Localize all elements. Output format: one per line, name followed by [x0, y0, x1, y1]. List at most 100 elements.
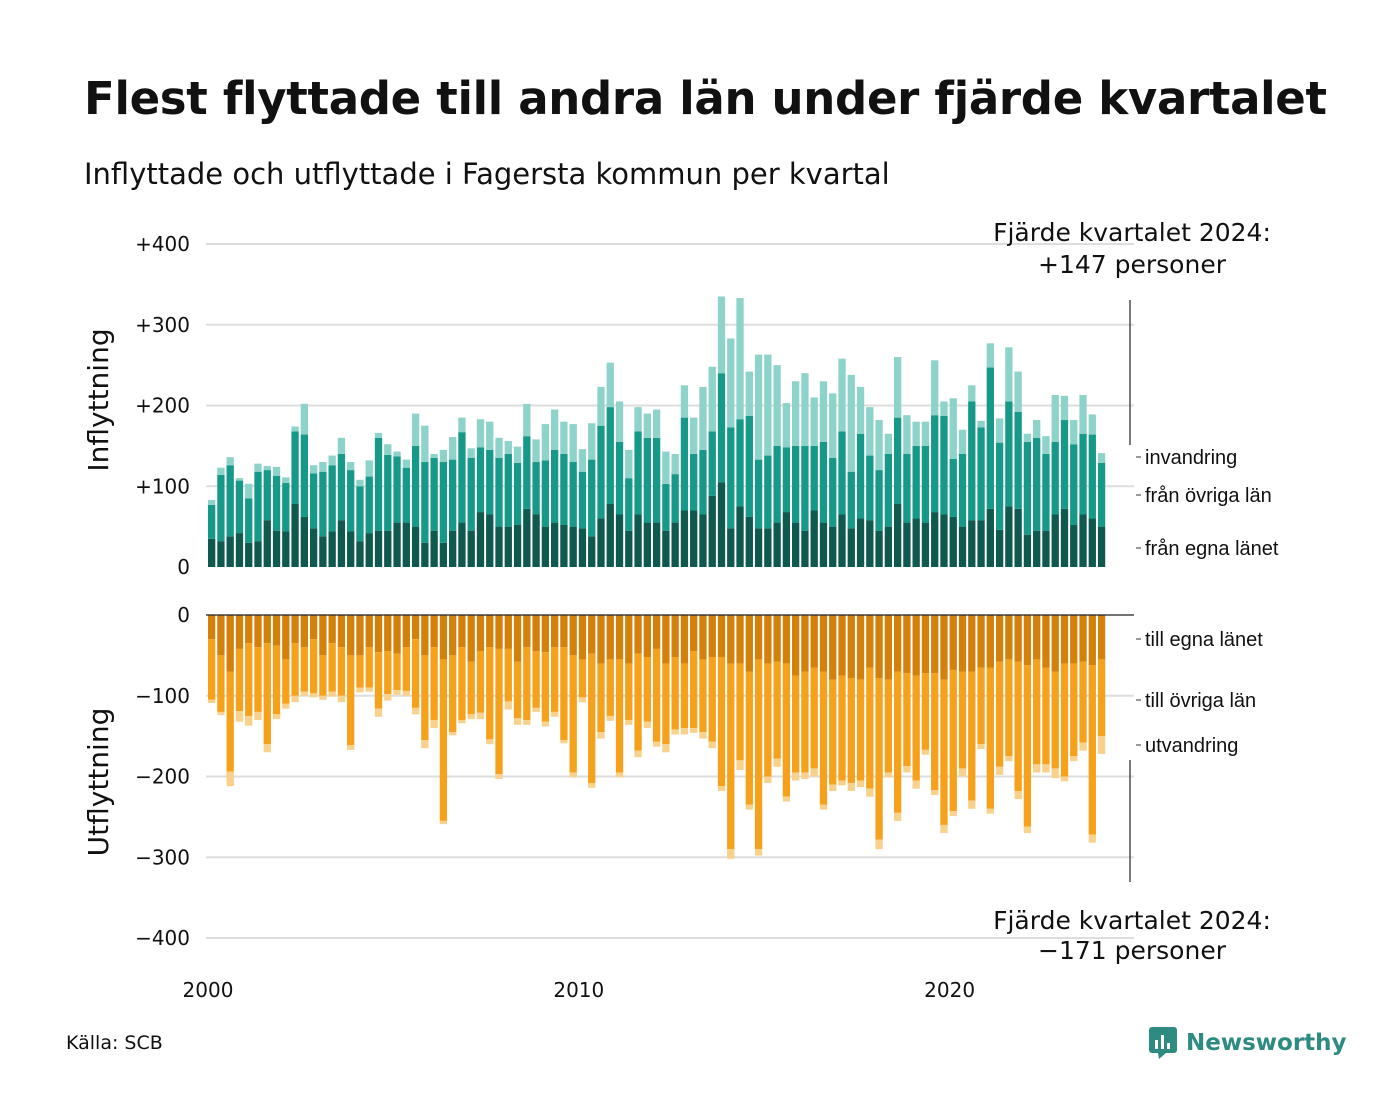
outflow-y-ticks: 0 −100 −200 −300 −400	[135, 603, 190, 950]
bar-out-till-egna-lanet	[1023, 615, 1032, 666]
bar-in-fran-ovriga-lan	[643, 437, 651, 523]
bar-out-utvandring	[532, 707, 540, 712]
bar-out-utvandring	[272, 714, 281, 720]
bar-out-till-ovriga-lan	[782, 663, 791, 797]
bar-out-till-ovriga-lan	[810, 667, 818, 769]
bar-in-fran-ovriga-lan	[356, 486, 364, 542]
bar-in-invandring	[309, 465, 318, 474]
bar-out-utvandring	[569, 772, 577, 778]
bar-out-till-egna-lanet	[736, 615, 744, 664]
bar-in-fran-egna-lanet	[263, 520, 271, 567]
bar-out-till-ovriga-lan	[476, 651, 485, 713]
bar-out-till-egna-lanet	[921, 615, 930, 674]
bar-out-utvandring	[291, 695, 299, 703]
bar-in-fran-ovriga-lan	[736, 419, 744, 507]
bar-in-fran-egna-lanet	[504, 526, 512, 567]
bar-in-fran-egna-lanet	[727, 528, 735, 567]
bar-in-fran-ovriga-lan	[217, 474, 225, 542]
bar-out-till-egna-lanet	[819, 615, 828, 672]
bar-out-till-egna-lanet	[958, 615, 967, 672]
bar-in-invandring	[235, 478, 244, 481]
bar-out-till-egna-lanet	[680, 615, 689, 664]
bar-out-till-ovriga-lan	[819, 671, 828, 805]
bar-in-fran-ovriga-lan	[319, 471, 327, 537]
bar-out-till-egna-lanet	[254, 615, 262, 648]
bar-out-till-ovriga-lan	[523, 647, 531, 720]
outflow-y-tick-label: −300	[135, 845, 190, 869]
bar-in-fran-ovriga-lan	[1070, 444, 1078, 526]
bar-in-fran-ovriga-lan	[912, 445, 920, 519]
bar-out-till-egna-lanet	[792, 615, 800, 676]
inflow-legend: invandring från övriga län från egna län…	[1136, 447, 1279, 560]
bar-in-fran-ovriga-lan	[588, 459, 596, 537]
bar-in-invandring	[337, 437, 346, 454]
bar-out-till-ovriga-lan	[365, 647, 373, 688]
bar-out-utvandring	[560, 740, 568, 744]
bar-in-invandring	[504, 441, 512, 454]
bar-out-utvandring	[829, 784, 837, 792]
bar-out-till-ovriga-lan	[625, 663, 633, 720]
bar-in-invandring	[1005, 347, 1013, 402]
bar-out-till-egna-lanet	[356, 615, 364, 656]
bar-in-invandring	[643, 413, 651, 438]
newsworthy-logo: Newsworthy	[1148, 1026, 1347, 1060]
bottom-annotation-line1: Fjärde kvartalet 2024:	[993, 906, 1271, 935]
bar-in-fran-ovriga-lan	[717, 373, 726, 483]
bar-in-fran-egna-lanet	[643, 522, 651, 567]
bar-out-utvandring	[792, 772, 800, 781]
bar-out-till-ovriga-lan	[968, 671, 976, 801]
bar-out-utvandring	[523, 719, 531, 725]
bar-in-invandring	[893, 357, 902, 418]
bar-in-fran-egna-lanet	[569, 526, 577, 567]
bar-in-fran-ovriga-lan	[300, 434, 308, 517]
bar-in-fran-egna-lanet	[384, 530, 392, 567]
bar-in-fran-ovriga-lan	[495, 457, 503, 527]
legend-invandring: invandring	[1145, 447, 1237, 469]
bar-out-till-egna-lanet	[931, 615, 939, 674]
newsworthy-icon	[1149, 1027, 1177, 1059]
bar-out-till-egna-lanet	[940, 615, 948, 680]
bar-out-till-ovriga-lan	[235, 648, 244, 712]
bar-out-utvandring	[1060, 776, 1069, 782]
bar-in-invandring	[476, 419, 485, 448]
bar-out-utvandring	[625, 719, 633, 725]
bar-out-till-egna-lanet	[717, 615, 726, 657]
bar-in-fran-egna-lanet	[347, 531, 355, 567]
bar-in-invandring	[513, 446, 522, 463]
bar-in-fran-egna-lanet	[560, 525, 568, 567]
bar-in-fran-egna-lanet	[541, 526, 550, 567]
bar-out-till-egna-lanet	[1042, 615, 1050, 668]
bar-out-till-egna-lanet	[847, 615, 855, 678]
bar-out-utvandring	[513, 718, 522, 725]
bar-in-invandring	[291, 426, 299, 432]
bar-in-invandring	[717, 296, 726, 374]
bar-out-utvandring	[430, 719, 438, 729]
bar-out-till-egna-lanet	[208, 615, 216, 640]
bar-in-fran-ovriga-lan	[421, 462, 429, 543]
bar-out-utvandring	[476, 712, 485, 720]
bar-in-invandring	[523, 403, 531, 437]
bar-out-till-ovriga-lan	[337, 647, 346, 696]
bar-out-till-ovriga-lan	[958, 671, 967, 769]
bar-out-till-egna-lanet	[606, 615, 614, 660]
bar-in-fran-ovriga-lan	[245, 498, 253, 543]
bar-out-utvandring	[745, 804, 753, 810]
bar-in-fran-egna-lanet	[1014, 508, 1022, 567]
bar-in-fran-egna-lanet	[319, 536, 327, 567]
bar-in-invandring	[411, 413, 420, 446]
bar-in-invandring	[245, 483, 253, 499]
bar-in-fran-ovriga-lan	[977, 427, 985, 521]
bar-in-fran-egna-lanet	[764, 528, 772, 567]
bar-in-fran-ovriga-lan	[615, 441, 624, 515]
bar-in-fran-egna-lanet	[226, 536, 234, 567]
bar-in-fran-ovriga-lan	[1079, 433, 1087, 515]
bar-in-fran-ovriga-lan	[995, 442, 1004, 530]
bar-out-till-ovriga-lan	[541, 652, 550, 722]
bar-out-till-egna-lanet	[949, 615, 957, 670]
bar-out-utvandring	[708, 741, 716, 749]
bar-out-till-ovriga-lan	[282, 659, 290, 704]
bar-out-utvandring	[486, 739, 494, 745]
bar-in-fran-egna-lanet	[838, 514, 846, 567]
top-annotation-line2: +147 personer	[1038, 250, 1227, 279]
bar-in-invandring	[921, 421, 930, 446]
